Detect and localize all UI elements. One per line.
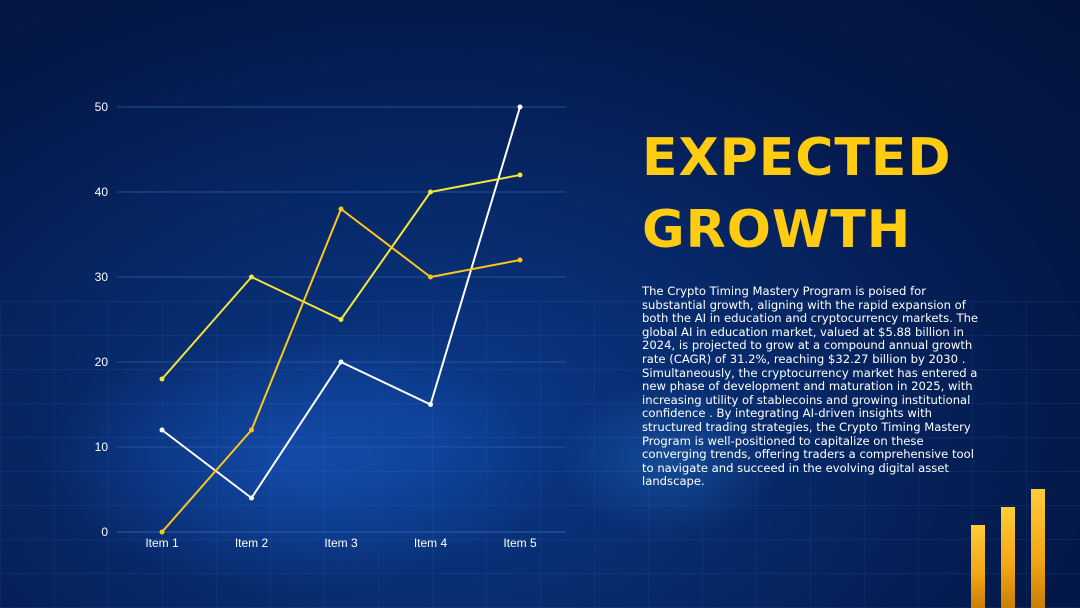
y-tick-label: 30: [95, 270, 109, 284]
data-point: [517, 104, 523, 110]
data-point: [249, 274, 254, 280]
title-line-1: EXPECTED: [642, 128, 952, 188]
x-tick-label: Item 5: [503, 536, 537, 550]
decorative-bar: [1031, 489, 1045, 608]
y-tick-label: 10: [95, 440, 109, 454]
page-title: EXPECTED GROWTH: [642, 122, 1062, 266]
decorative-bar: [971, 525, 985, 608]
y-tick-label: 50: [95, 100, 109, 114]
y-tick-label: 20: [95, 355, 109, 369]
data-point: [159, 427, 165, 433]
data-point: [338, 359, 344, 365]
data-point: [159, 529, 165, 535]
data-point: [338, 317, 344, 322]
chart-series: [159, 104, 523, 535]
x-tick-label: Item 4: [414, 536, 448, 550]
data-point: [159, 376, 165, 382]
decorative-bar: [1001, 507, 1015, 608]
description-paragraph: The Crypto Timing Mastery Program is poi…: [642, 284, 979, 489]
y-tick-label: 40: [95, 185, 109, 199]
data-point: [517, 172, 523, 178]
data-point: [428, 402, 433, 407]
x-axis: Item 1 Item 2 Item 3 Item 4 Item 5: [145, 536, 537, 550]
y-tick-label: 0: [101, 525, 108, 539]
x-tick-label: Item 3: [324, 536, 358, 550]
data-point: [428, 189, 433, 195]
data-point: [338, 206, 344, 212]
data-point: [517, 257, 523, 263]
data-point: [249, 495, 254, 501]
series-line-3: [161, 208, 521, 533]
chart-gridlines: [117, 106, 566, 533]
series-line-1: [161, 106, 521, 499]
title-line-2: GROWTH: [642, 200, 912, 260]
data-point: [428, 274, 433, 280]
x-tick-label: Item 1: [145, 536, 179, 550]
x-tick-label: Item 2: [235, 536, 269, 550]
data-point: [249, 427, 254, 433]
y-axis: 0 10 20 30 40 50: [95, 100, 109, 539]
